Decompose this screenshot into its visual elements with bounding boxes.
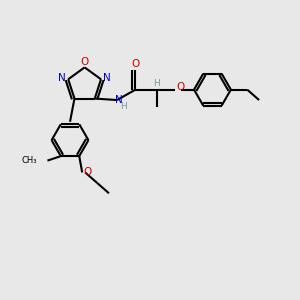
Text: O: O [131, 59, 140, 69]
Text: O: O [176, 82, 184, 92]
Text: CH₃: CH₃ [22, 156, 37, 165]
Text: N: N [115, 95, 123, 105]
Text: N: N [103, 73, 111, 83]
Text: O: O [80, 57, 89, 67]
Text: N: N [58, 73, 66, 83]
Text: H: H [120, 102, 127, 111]
Text: H: H [154, 79, 160, 88]
Text: O: O [83, 167, 92, 178]
